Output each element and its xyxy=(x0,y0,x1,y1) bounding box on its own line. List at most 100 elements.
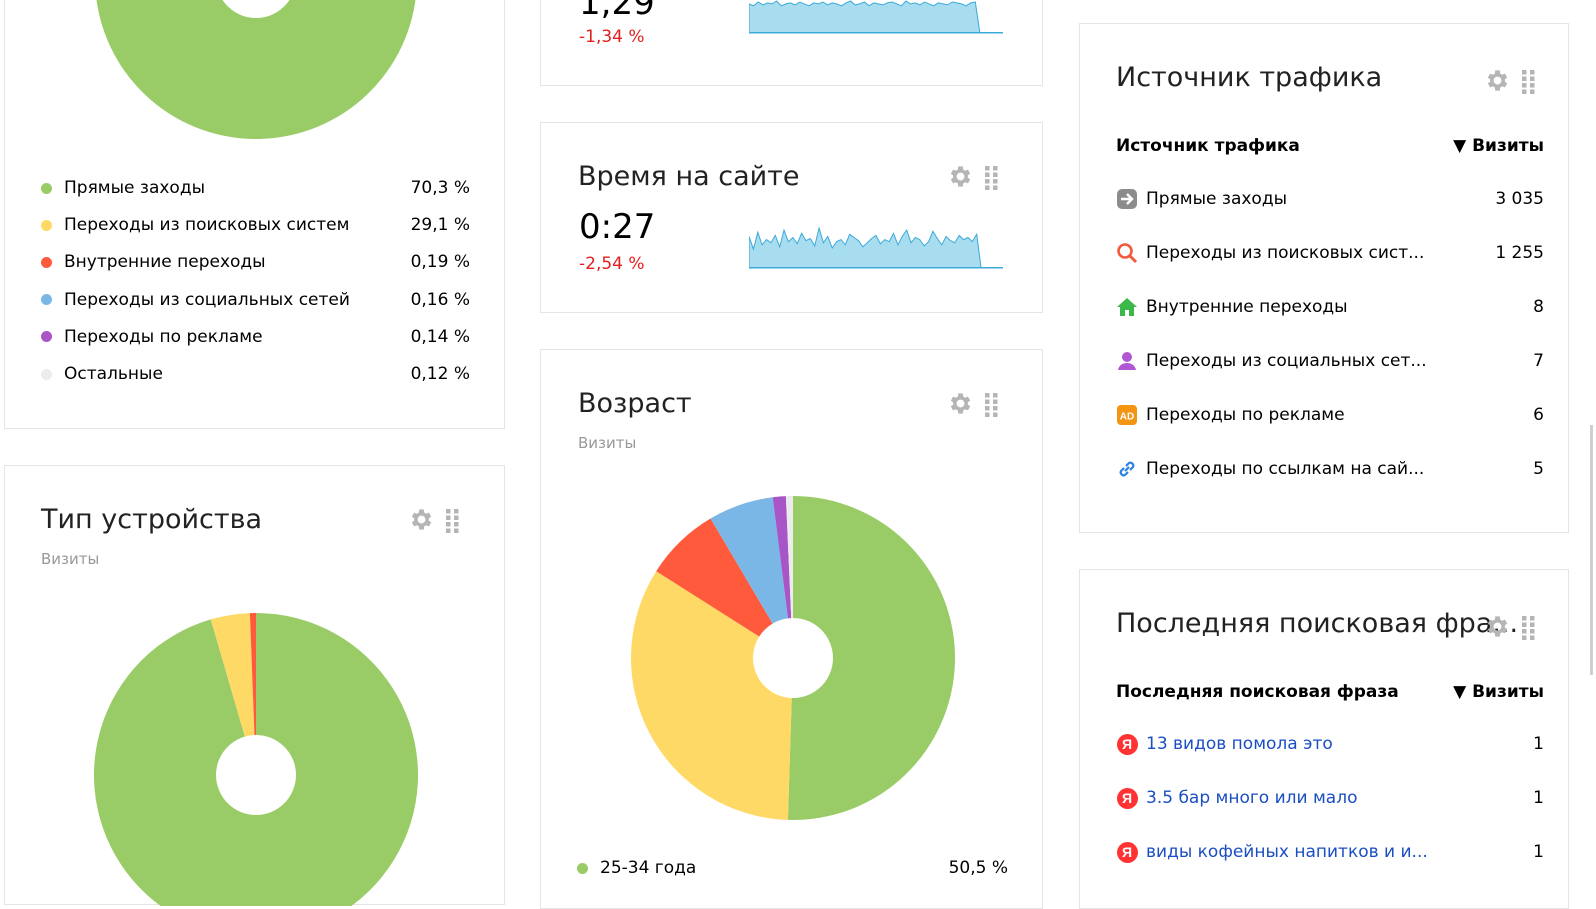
yandex-icon: Я xyxy=(1116,787,1138,809)
row-visits: 1 xyxy=(1533,734,1544,754)
table-row[interactable]: Переходы по ссылкам на сай... 5 xyxy=(1116,456,1544,482)
scrollbar[interactable] xyxy=(1590,425,1593,675)
device-card: Тип устройства Визиты xyxy=(4,465,505,906)
top-metric-value: 1,29 xyxy=(579,0,655,23)
traffic-pie-card: Прямые заходы 70,3 % Переходы из поисковых… xyxy=(4,0,505,429)
row-visits: 3 035 xyxy=(1495,189,1544,209)
row-visits: 1 xyxy=(1533,842,1544,862)
time-on-site-title: Время на сайте xyxy=(578,161,800,192)
sparkline-area xyxy=(749,226,1003,269)
table-row[interactable]: Я 3.5 бар много или мало 1 xyxy=(1116,785,1544,811)
row-visits: 1 255 xyxy=(1495,243,1544,263)
traffic-source-column-header[interactable]: Источник трафика xyxy=(1116,136,1300,156)
top-metric-delta: -1,34 % xyxy=(579,27,645,47)
table-row[interactable]: Переходы из социальных сет... 7 xyxy=(1116,348,1544,374)
pie-slice[interactable] xyxy=(710,497,793,658)
row-visits: 5 xyxy=(1533,459,1544,479)
gear-icon[interactable] xyxy=(1483,613,1510,640)
legend-dot xyxy=(41,182,52,194)
legend-dot xyxy=(577,862,588,874)
legend-dot xyxy=(41,368,52,380)
row-label: Переходы по рекламе xyxy=(1146,405,1345,425)
drag-handle-icon[interactable] xyxy=(1520,614,1536,640)
pie-slice[interactable] xyxy=(785,496,793,658)
row-label[interactable]: 3.5 бар много или мало xyxy=(1146,788,1358,808)
row-label: Внутренние переходы xyxy=(1146,297,1348,317)
legend-dot xyxy=(41,331,52,343)
last-search-title: Последняя поисковая фра... xyxy=(1116,608,1519,639)
pie-slice[interactable] xyxy=(631,571,793,820)
age-legend-value: 50,5 % xyxy=(948,858,1008,878)
traffic-legend-label: Прямые заходы xyxy=(64,178,206,198)
traffic-legend-label: Остальные xyxy=(64,364,163,384)
traffic-legend-item: Переходы из социальных сетей 0,16 % xyxy=(41,288,470,312)
gear-icon[interactable] xyxy=(946,390,973,417)
drag-handle-icon[interactable] xyxy=(1520,68,1536,94)
row-label[interactable]: 13 видов помола это xyxy=(1146,734,1333,754)
pie-slice[interactable] xyxy=(787,496,955,820)
device-title: Тип устройства xyxy=(41,504,263,535)
traffic-legend-value: 70,3 % xyxy=(410,178,470,198)
search-phrase-column-header[interactable]: Последняя поисковая фраза xyxy=(1116,682,1399,702)
pie-hole xyxy=(216,735,296,815)
time-on-site-value: 0:27 xyxy=(579,207,656,247)
visits-column-header[interactable]: ▼ Визиты xyxy=(1453,136,1544,156)
table-row[interactable]: Я 13 видов помола это 1 xyxy=(1116,731,1544,757)
drag-handle-icon[interactable] xyxy=(983,391,999,417)
device-subtitle: Визиты xyxy=(41,550,100,568)
pie-slice[interactable] xyxy=(249,613,256,775)
top-metric-card: 1,29 -1,34 % xyxy=(540,0,1043,86)
pie-slice[interactable] xyxy=(210,613,256,775)
traffic-legend-label: Внутренние переходы xyxy=(64,252,266,273)
traffic-legend-item: Переходы по рекламе 0,14 % xyxy=(41,325,470,349)
traffic-legend-value: 0,19 % xyxy=(410,252,470,273)
social-person-icon xyxy=(1116,350,1138,372)
search-magnifier-icon xyxy=(1116,242,1138,264)
yandex-icon: Я xyxy=(1116,733,1138,755)
top-metric-sparkline xyxy=(749,0,1003,34)
table-row[interactable]: Прямые заходы 3 035 xyxy=(1116,186,1544,212)
row-label: Прямые заходы xyxy=(1146,189,1288,209)
house-icon xyxy=(1116,296,1138,318)
yandex-icon: Я xyxy=(1116,841,1138,863)
gear-icon[interactable] xyxy=(407,506,434,533)
pie-hole xyxy=(222,0,290,18)
row-visits: 7 xyxy=(1533,351,1544,371)
time-on-site-card: Время на сайте 0:27 -2,54 % xyxy=(540,122,1043,313)
traffic-legend-value: 0,16 % xyxy=(410,289,470,310)
table-row[interactable]: Внутренние переходы 8 xyxy=(1116,294,1544,320)
pie-slice[interactable] xyxy=(772,496,793,658)
last-search-card: Последняя поисковая фра... Последняя пои… xyxy=(1079,569,1569,909)
drag-handle-icon[interactable] xyxy=(444,507,460,533)
pie-slice[interactable] xyxy=(95,0,417,139)
traffic-legend-value: 0,14 % xyxy=(410,326,470,347)
visits-column-header[interactable]: ▼ Визиты xyxy=(1453,682,1544,702)
row-label: Переходы по ссылкам на сай... xyxy=(1146,459,1425,479)
gear-icon[interactable] xyxy=(946,163,973,190)
time-on-site-sparkline xyxy=(749,226,1003,269)
row-visits: 8 xyxy=(1533,297,1544,317)
age-pie-chart xyxy=(631,496,955,820)
sparkline-area xyxy=(749,0,1003,34)
legend-dot xyxy=(41,256,52,268)
ad-badge-icon: AD xyxy=(1116,404,1138,426)
time-on-site-delta: -2,54 % xyxy=(579,254,645,274)
row-label[interactable]: виды кофейных напитков и и... xyxy=(1146,842,1428,862)
device-pie-chart xyxy=(94,613,418,906)
table-row[interactable]: AD Переходы по рекламе 6 xyxy=(1116,402,1544,428)
traffic-source-card: Источник трафика Источник трафика ▼ Визи… xyxy=(1079,23,1569,533)
drag-handle-icon[interactable] xyxy=(983,164,999,190)
table-row[interactable]: Переходы из поисковых сист... 1 255 xyxy=(1116,240,1544,266)
age-card: Возраст Визиты 25-34 года 50,5 % xyxy=(540,349,1043,909)
age-legend-label: 25-34 года xyxy=(600,858,697,878)
pie-slice[interactable] xyxy=(656,518,793,658)
traffic-pie-chart xyxy=(95,0,417,139)
traffic-legend-value: 0,12 % xyxy=(410,364,470,384)
row-label: Переходы из социальных сет... xyxy=(1146,351,1427,371)
row-visits: 1 xyxy=(1533,788,1544,808)
traffic-legend-item: Внутренние переходы 0,19 % xyxy=(41,250,470,274)
traffic-legend-label: Переходы из социальных сетей xyxy=(64,289,350,310)
age-legend-item: 25-34 года 50,5 % xyxy=(577,856,1008,880)
gear-icon[interactable] xyxy=(1483,67,1510,94)
